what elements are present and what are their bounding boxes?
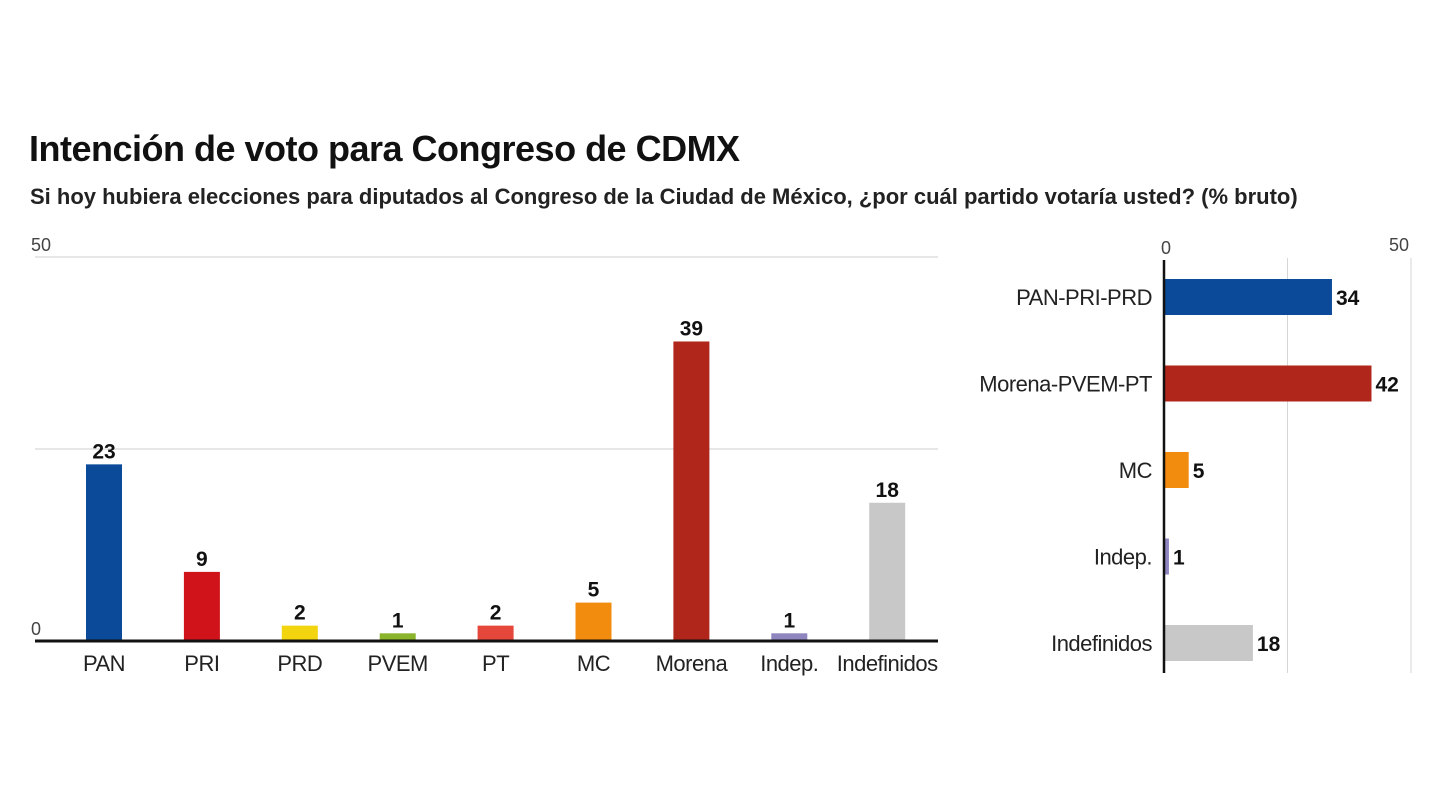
bar-value-label: 18 bbox=[876, 479, 900, 502]
bar bbox=[1164, 538, 1169, 575]
category-label: Indefinidos bbox=[837, 651, 938, 676]
category-label: Indep. bbox=[760, 651, 818, 676]
bar bbox=[1164, 625, 1253, 661]
bar-value-label: 23 bbox=[92, 440, 115, 463]
y-tick-label: 50 bbox=[31, 235, 51, 255]
chart-title: Intención de voto para Congreso de CDMX bbox=[29, 128, 740, 169]
category-label: PT bbox=[482, 651, 509, 676]
bar-value-label: 1 bbox=[783, 609, 795, 632]
bar-value-label: 39 bbox=[680, 317, 703, 340]
category-label: Indefinidos bbox=[1051, 631, 1152, 656]
bar bbox=[379, 633, 416, 641]
bar bbox=[281, 625, 318, 641]
category-label: PVEM bbox=[368, 651, 428, 676]
bar-value-label: 42 bbox=[1375, 374, 1398, 397]
category-label: PAN bbox=[83, 651, 125, 676]
bar-value-label: 2 bbox=[490, 602, 502, 625]
category-label: MC bbox=[1119, 458, 1153, 483]
x-tick-label: 50 bbox=[1389, 235, 1409, 255]
bar bbox=[771, 633, 808, 641]
bar-value-label: 18 bbox=[1257, 633, 1281, 656]
bar bbox=[575, 602, 612, 641]
bar-value-label: 2 bbox=[294, 602, 306, 625]
bar bbox=[86, 464, 122, 641]
party-vote-bar-chart: 50 0 23 PAN 9 PRI 2 PRD 1 PVEM 2 PT 5 MC 39 Morena 1 Inde… bbox=[31, 235, 939, 676]
bar-value-label: 9 bbox=[196, 548, 208, 571]
bar-value-label: 34 bbox=[1336, 287, 1360, 310]
bar bbox=[1164, 365, 1372, 402]
y-tick-label: 0 bbox=[31, 619, 41, 639]
bar-value-label: 1 bbox=[1173, 547, 1185, 570]
bar-value-label: 5 bbox=[1193, 460, 1205, 483]
category-label: PAN-PRI-PRD bbox=[1016, 285, 1152, 310]
bar bbox=[1164, 279, 1332, 315]
bar bbox=[183, 571, 220, 641]
x-tick-label: 0 bbox=[1161, 238, 1171, 258]
category-label: PRI bbox=[184, 651, 219, 676]
bar bbox=[869, 502, 906, 641]
category-label: PRD bbox=[277, 651, 322, 676]
bar bbox=[477, 625, 514, 641]
chart-subtitle: Si hoy hubiera elecciones para diputados… bbox=[30, 184, 1298, 209]
bar bbox=[1164, 452, 1189, 488]
category-label: MC bbox=[577, 651, 611, 676]
coalition-vote-bar-chart: 0 50 34 PAN-PRI-PRD 42 Morena-PVEM-PT 5 MC 1 Inde… bbox=[979, 235, 1412, 673]
bar-value-label: 5 bbox=[588, 579, 600, 602]
category-label: Indep. bbox=[1094, 545, 1152, 570]
category-label: Morena-PVEM-PT bbox=[979, 372, 1152, 397]
category-label: Morena bbox=[656, 651, 729, 676]
bar-value-label: 1 bbox=[392, 609, 404, 632]
bar bbox=[673, 341, 710, 641]
